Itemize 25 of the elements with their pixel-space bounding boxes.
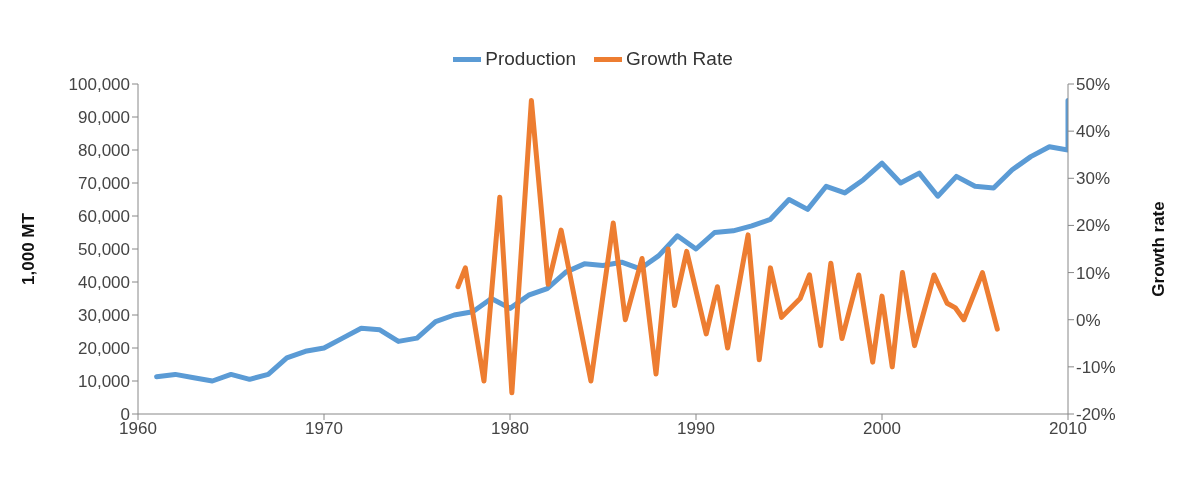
x-tick-label: 1990 (677, 419, 715, 439)
y2-tick-label: -10% (1076, 357, 1116, 377)
y2-tick-label: 50% (1076, 75, 1111, 95)
y-tick-label: 20,000 (78, 339, 130, 359)
y2-tick-label: 0% (1076, 310, 1101, 330)
legend-label: Production (484, 48, 577, 70)
y-tick-label: 10,000 (78, 372, 130, 392)
y-tick-label: 40,000 (78, 273, 130, 293)
y2-tick-label: 20% (1076, 216, 1111, 236)
y-axis-title: 1,000 MT (19, 212, 39, 285)
y2-tick-label: 10% (1076, 263, 1111, 283)
x-tick-label: 1970 (305, 419, 343, 439)
y-tick-label: 90,000 (78, 108, 130, 128)
y-tick-label: 60,000 (78, 207, 130, 227)
x-tick-label: 2000 (863, 419, 901, 439)
y-tick-label: 50,000 (78, 240, 130, 260)
y-tick-label: 100,000 (68, 75, 130, 95)
x-tick-label: 1980 (491, 419, 529, 439)
y2-tick-label: 30% (1076, 169, 1111, 189)
y-tick-label: 80,000 (78, 141, 130, 161)
y2-tick-label: 40% (1076, 122, 1111, 142)
y-tick-label: 30,000 (78, 306, 130, 326)
legend-label: Growth Rate (625, 48, 733, 70)
y2-axis-title: Growth rate (1149, 201, 1169, 297)
y-tick-label: 70,000 (78, 174, 130, 194)
